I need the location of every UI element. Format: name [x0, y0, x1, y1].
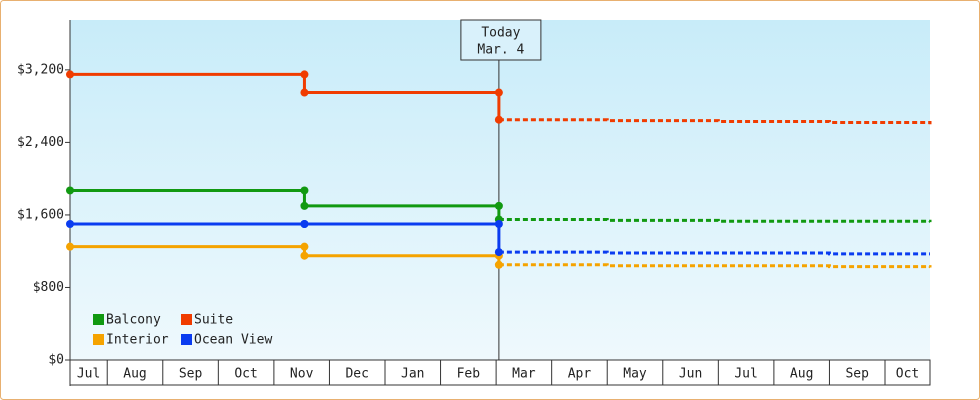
x-tick-label: Oct — [896, 367, 919, 382]
marker — [300, 88, 309, 97]
x-tick-label: Jul — [734, 367, 757, 382]
x-tick-label: Sep — [179, 367, 203, 382]
x-tick-label: Dec — [345, 367, 368, 382]
marker — [494, 201, 503, 210]
x-tick-label: Jun — [679, 367, 702, 382]
marker — [300, 251, 309, 260]
marker — [494, 248, 503, 257]
legend-swatch — [181, 314, 192, 325]
y-tick-label: $0 — [48, 353, 64, 368]
legend-label: Suite — [194, 313, 233, 328]
x-tick-label: Sep — [845, 367, 869, 382]
x-tick-label: Apr — [568, 367, 592, 382]
history-line — [70, 222, 501, 253]
marker — [300, 242, 309, 251]
marker — [494, 220, 503, 228]
x-tick-label: Aug — [790, 367, 813, 382]
forecast-line — [498, 118, 932, 125]
x-tick-label: Feb — [457, 367, 481, 382]
legend-label: Balcony — [106, 313, 161, 328]
marker — [494, 88, 503, 97]
forecast-line — [498, 250, 930, 256]
marker — [66, 242, 74, 251]
forecast-line — [498, 217, 932, 223]
marker — [300, 201, 309, 210]
forecast-line — [498, 263, 932, 269]
marker — [300, 220, 309, 228]
x-tick-label: Mar — [512, 367, 536, 382]
legend-swatch — [181, 334, 192, 345]
marker — [66, 220, 74, 228]
today-label: Today — [481, 26, 520, 41]
legend-label: Ocean View — [194, 333, 272, 348]
marker — [300, 186, 309, 195]
x-tick-label: Oct — [234, 367, 257, 382]
marker — [494, 115, 503, 124]
marker — [66, 186, 74, 195]
legend-label: Interior — [106, 333, 169, 348]
x-tick-label: Aug — [123, 367, 146, 382]
legend-swatch — [93, 334, 104, 345]
y-tick-label: $3,200 — [17, 62, 64, 77]
y-tick-label: $800 — [33, 280, 64, 295]
x-tick-label: Jan — [401, 367, 424, 382]
x-axis-band — [69, 359, 931, 386]
today-label: Mar. 4 — [477, 43, 524, 58]
y-tick-label: $2,400 — [17, 135, 64, 150]
marker — [494, 260, 503, 269]
legend-swatch — [93, 314, 104, 325]
x-tick-label: Nov — [290, 367, 314, 382]
x-tick-label: Jul — [77, 367, 100, 382]
today-box — [460, 19, 542, 61]
marker — [300, 70, 309, 79]
marker — [66, 70, 74, 79]
x-tick-label: May — [623, 367, 647, 382]
y-tick-label: $1,600 — [17, 207, 64, 222]
